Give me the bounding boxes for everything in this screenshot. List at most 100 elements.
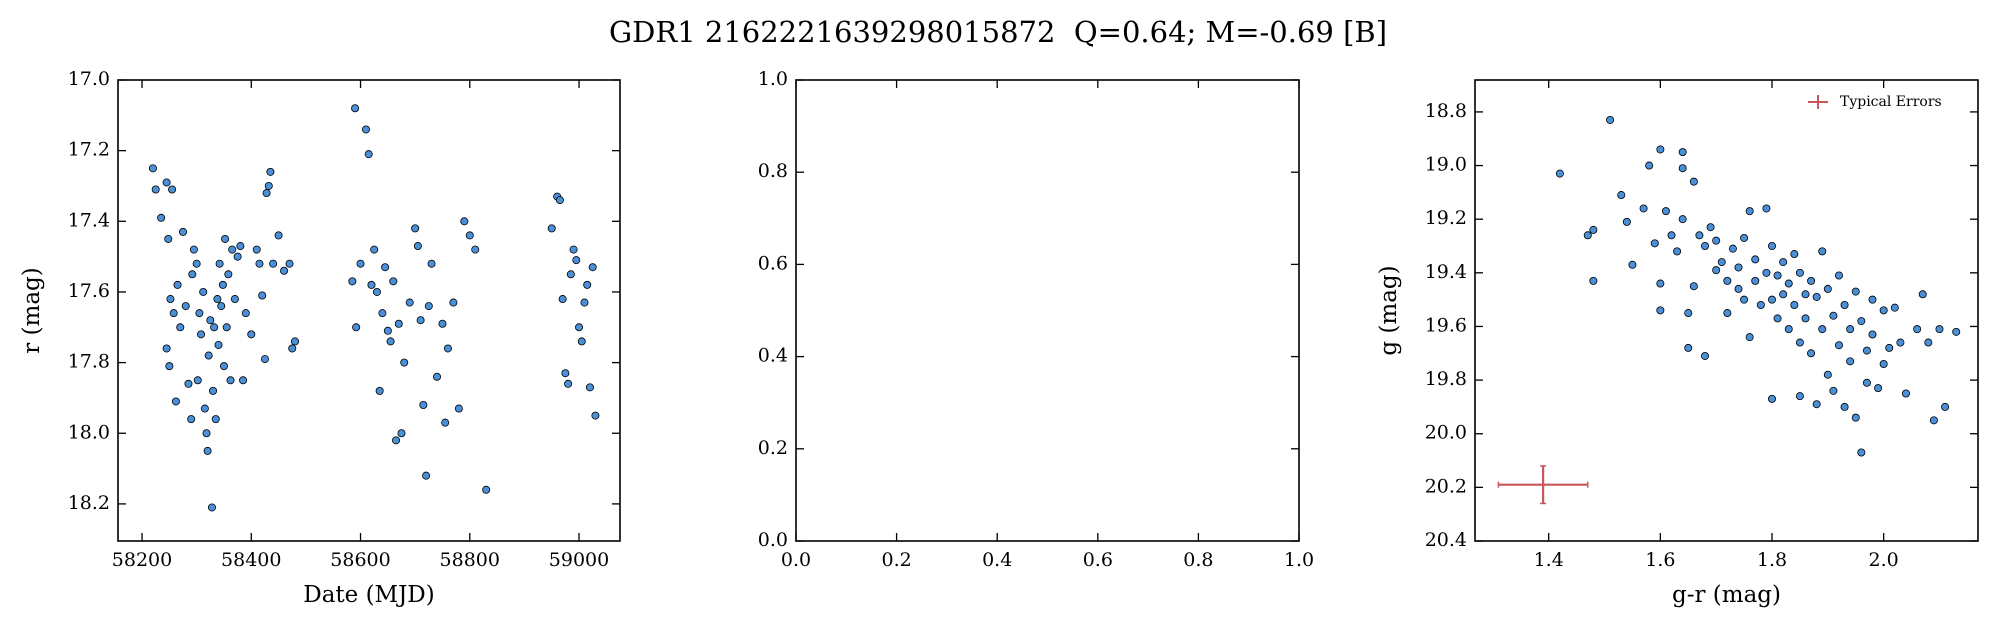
data-point <box>215 259 224 268</box>
data-point <box>195 309 204 318</box>
data-point <box>171 397 180 406</box>
data-point <box>260 355 269 364</box>
y-tick-label: 0.8 <box>758 160 788 182</box>
data-point <box>1829 386 1838 395</box>
data-point <box>151 185 160 194</box>
data-point <box>364 150 373 159</box>
x-axis-label: g-r (mag) <box>1672 582 1781 608</box>
data-point <box>1829 311 1838 320</box>
data-point <box>162 344 171 353</box>
data-point <box>1807 276 1816 285</box>
data-point <box>217 302 226 311</box>
y-tick-label: 0.4 <box>758 345 788 367</box>
data-point <box>397 429 406 438</box>
y-tick-label: 19.2 <box>1425 207 1467 229</box>
data-point <box>203 446 212 455</box>
data-point <box>255 259 264 268</box>
data-point <box>222 323 231 332</box>
data-point <box>1790 250 1799 259</box>
data-point <box>1795 392 1804 401</box>
data-point <box>1807 349 1816 358</box>
x-tick-label: 0.2 <box>881 549 911 571</box>
data-point <box>572 256 581 265</box>
data-point <box>1840 402 1849 411</box>
data-point <box>1885 343 1894 352</box>
data-point <box>165 362 174 371</box>
data-point <box>266 167 275 176</box>
data-point <box>566 270 575 279</box>
data-point <box>381 263 390 272</box>
y-tick-label: 0.0 <box>758 529 788 551</box>
y-tick-label: 18.0 <box>68 421 110 443</box>
data-point <box>1723 309 1732 318</box>
data-point <box>378 309 387 318</box>
data-point <box>1617 191 1626 200</box>
data-point <box>394 319 403 328</box>
data-point <box>1868 330 1877 339</box>
data-point <box>233 252 242 261</box>
data-point <box>1846 325 1855 334</box>
data-point <box>168 185 177 194</box>
data-point <box>1656 306 1665 315</box>
data-point <box>1661 207 1670 216</box>
data-point <box>236 242 245 251</box>
data-point <box>1779 290 1788 299</box>
data-point <box>258 291 267 300</box>
data-point <box>218 280 227 289</box>
data-point <box>224 270 233 279</box>
data-point <box>210 323 219 332</box>
data-point <box>389 277 398 286</box>
data-point <box>207 503 216 512</box>
data-point <box>383 326 392 335</box>
data-point <box>400 358 409 367</box>
data-point <box>252 245 261 254</box>
data-point <box>1784 279 1793 288</box>
x-tick-label: 58800 <box>440 549 500 571</box>
y-tick-label: 17.0 <box>68 68 110 90</box>
axes-frame <box>795 79 1300 542</box>
data-point <box>352 323 361 332</box>
data-point <box>1734 263 1743 272</box>
y-tick-label: 19.6 <box>1425 314 1467 336</box>
data-point <box>206 316 215 325</box>
data-point <box>1734 284 1743 293</box>
data-point <box>1684 343 1693 352</box>
data-point <box>1851 287 1860 296</box>
data-point <box>1583 231 1592 240</box>
y-tick-label: 17.4 <box>68 209 110 231</box>
x-tick-label: 1.8 <box>1757 549 1787 571</box>
data-point <box>561 369 570 378</box>
data-point <box>1684 309 1693 318</box>
data-point <box>1846 357 1855 366</box>
data-point <box>547 224 556 233</box>
data-point <box>1834 341 1843 350</box>
x-tick-label: 1.6 <box>1645 549 1675 571</box>
data-point <box>1695 231 1704 240</box>
data-point <box>1896 338 1905 347</box>
data-point <box>438 319 447 328</box>
data-point <box>162 178 171 187</box>
data-point <box>285 259 294 268</box>
data-point <box>239 376 248 385</box>
data-point <box>188 270 197 279</box>
data-point <box>1751 255 1760 264</box>
data-point <box>482 485 491 494</box>
data-point <box>1913 325 1922 334</box>
data-point <box>1645 161 1654 170</box>
data-point <box>1834 271 1843 280</box>
data-point <box>221 234 230 243</box>
data-point <box>1701 351 1710 360</box>
data-point <box>1555 169 1564 178</box>
data-point <box>211 415 220 424</box>
data-point <box>471 245 480 254</box>
y-tick-label: 19.8 <box>1425 368 1467 390</box>
data-point <box>564 379 573 388</box>
data-point <box>219 362 228 371</box>
axes-frame <box>1474 79 1979 542</box>
data-point <box>569 245 578 254</box>
data-point <box>585 383 594 392</box>
x-tick-label: 58200 <box>112 549 172 571</box>
x-tick-label: 0.4 <box>982 549 1012 571</box>
data-point <box>1689 177 1698 186</box>
